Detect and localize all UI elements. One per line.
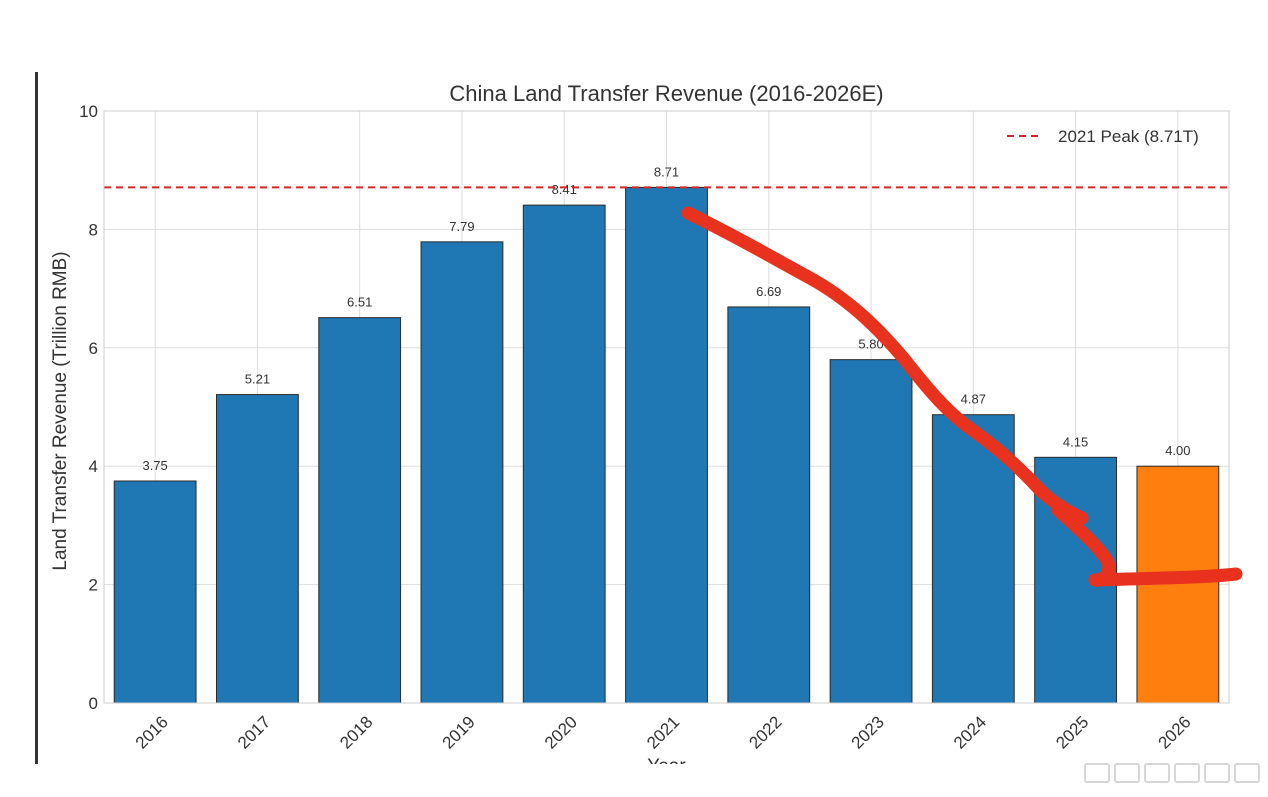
bar-2018: [318, 317, 402, 704]
data-label-2017: 5.21: [245, 372, 270, 387]
bar-2016: [113, 480, 197, 704]
data-label-2020: 8.41: [552, 182, 577, 197]
y-tick-4: 4: [89, 457, 98, 476]
x-tick-2026: 2026: [1155, 712, 1195, 752]
x-tick-labels: 2016 2017 2018 2019 2020 2021 2022 2023 2024 2025…: [132, 712, 1195, 752]
bar-2020: [522, 204, 606, 704]
x-tick-2022: 2022: [745, 712, 785, 752]
x-tick-2019: 2019: [439, 712, 479, 752]
bar-2022: [727, 306, 811, 704]
bar-2024: [931, 414, 1015, 704]
y-tick-0: 0: [89, 694, 98, 713]
legend: 2021 Peak (8.71T): [1007, 127, 1199, 146]
x-tick-2021: 2021: [643, 712, 683, 752]
data-label-2019: 7.79: [449, 219, 474, 234]
plot-frame: [103, 110, 1230, 704]
x-tick-2016: 2016: [132, 712, 172, 752]
bar-2023: [829, 359, 913, 704]
data-label-2026: 4.00: [1165, 443, 1190, 458]
x-tick-2020: 2020: [541, 712, 581, 752]
data-label-2018: 6.51: [347, 295, 372, 310]
x-tick-2018: 2018: [336, 712, 376, 752]
data-labels-group: 3.75 5.21 6.51 7.79 8.41 8.71 6.69 5.80 4.87 4.15…: [142, 164, 1190, 473]
data-label-2023: 5.80: [858, 337, 883, 352]
x-tick-2025: 2025: [1052, 712, 1092, 752]
bar-2017: [216, 394, 299, 704]
bar-2021: [625, 186, 708, 704]
chart-title: China Land Transfer Revenue (2016-2026E): [449, 81, 883, 106]
legend-label: 2021 Peak (8.71T): [1058, 127, 1199, 146]
x-tick-2024: 2024: [950, 712, 990, 752]
data-label-2025: 4.15: [1063, 434, 1088, 449]
data-label-2021: 8.71: [654, 164, 679, 179]
y-tick-8: 8: [89, 220, 98, 239]
y-tick-labels: 0 2 4 6 8 10: [79, 102, 98, 713]
data-label-2024: 4.87: [961, 392, 986, 407]
y-tick-2: 2: [89, 576, 98, 595]
bar-2019: [420, 241, 504, 704]
y-axis-label: Land Transfer Revenue (Trillion RMB): [50, 251, 71, 570]
x-axis-label: Year: [647, 756, 686, 777]
hand-drawn-annotation-stroke: [681, 206, 1243, 587]
data-label-2022: 6.69: [756, 284, 781, 299]
watermark-logo: [1084, 763, 1260, 783]
y-tick-10: 10: [79, 102, 98, 121]
y-tick-6: 6: [89, 339, 98, 358]
x-tick-2023: 2023: [848, 712, 888, 752]
x-tick-2017: 2017: [234, 712, 274, 752]
bars-group: [113, 186, 1220, 704]
left-edge-rule: [35, 72, 38, 764]
data-label-2016: 3.75: [142, 458, 167, 473]
